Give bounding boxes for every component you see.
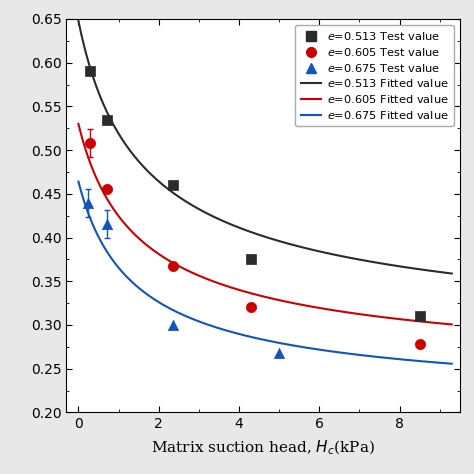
- Point: [169, 262, 176, 269]
- Point: [86, 139, 93, 147]
- Point: [169, 181, 176, 189]
- Point: [169, 321, 176, 329]
- Point: [275, 349, 283, 357]
- Point: [86, 68, 93, 75]
- Point: [416, 340, 423, 348]
- Point: [416, 312, 423, 320]
- Point: [103, 220, 110, 228]
- Point: [103, 186, 110, 193]
- Point: [247, 303, 255, 310]
- Point: [85, 199, 92, 206]
- Legend: $e$=0.513 Test value, $e$=0.605 Test value, $e$=0.675 Test value, $e$=0.513 Fitt: $e$=0.513 Test value, $e$=0.605 Test val…: [295, 25, 454, 126]
- Point: [103, 116, 110, 123]
- Point: [247, 255, 255, 262]
- X-axis label: Matrix suction head, $H_c$(kPa): Matrix suction head, $H_c$(kPa): [151, 438, 375, 456]
